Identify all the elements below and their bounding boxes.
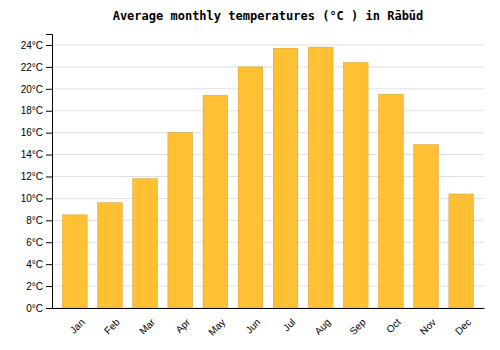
- y-tick-label: 20°C: [21, 84, 43, 95]
- x-tick-label: Jun: [243, 316, 262, 335]
- x-tick-label: Feb: [102, 316, 122, 336]
- y-tick: 10°C: [21, 193, 52, 204]
- x-tick: Aug: [312, 316, 332, 336]
- y-tick: 2°C: [26, 281, 52, 292]
- x-tick: Apr: [173, 316, 192, 335]
- y-tick-label: 24°C: [21, 40, 43, 51]
- y-tick: 8°C: [26, 215, 52, 226]
- x-tick-label: Sep: [347, 316, 368, 337]
- x-tick: Jul: [281, 316, 298, 333]
- x-tick-label: Jan: [68, 316, 87, 335]
- bar: [98, 203, 123, 308]
- y-tick-mark: [46, 286, 52, 287]
- y-tick: 12°C: [21, 171, 52, 182]
- bar: [168, 133, 193, 308]
- grid-line: [52, 110, 484, 111]
- y-tick: 24°C: [21, 40, 52, 51]
- y-tick-mark: [46, 89, 52, 90]
- grid-line: [52, 88, 484, 89]
- x-tick: Sep: [347, 316, 368, 337]
- bar: [379, 94, 404, 308]
- y-tick-label: 10°C: [21, 193, 43, 204]
- x-tick-label: Apr: [173, 316, 192, 335]
- y-tick-label: 12°C: [21, 171, 43, 182]
- chart: 0°C 2°C 4°C 6°C 8°C 10°C 12°C 14°C 16°C 18°C 20°C 2…: [0, 0, 500, 350]
- y-tick: 18°C: [21, 105, 52, 116]
- x-tick: May: [206, 316, 227, 337]
- y-tick-label: 4°C: [26, 259, 43, 270]
- y-tick: 20°C: [21, 84, 52, 95]
- y-tick-mark: [46, 220, 52, 221]
- y-axis: 0°C 2°C 4°C 6°C 8°C 10°C 12°C 14°C 16°C 18°C 20°C 2…: [21, 35, 53, 314]
- grid-line: [52, 66, 484, 67]
- y-tick-mark: [46, 67, 52, 68]
- x-tick: Jan: [68, 316, 87, 335]
- x-axis-line: [53, 308, 485, 309]
- y-tick: 0°C: [26, 303, 52, 314]
- y-tick-label: 14°C: [21, 149, 43, 160]
- x-axis: Jan Feb Mar Apr May Jun Jul Aug Sep Oct Nov Dec: [53, 309, 485, 338]
- y-tick: 4°C: [26, 259, 52, 270]
- bar: [344, 62, 369, 308]
- y-axis-line: [46, 35, 53, 309]
- y-tick: 6°C: [26, 237, 52, 248]
- y-tick-mark: [46, 264, 52, 265]
- bar: [238, 67, 263, 308]
- grid-line: [52, 44, 484, 45]
- x-tick: Feb: [102, 316, 122, 336]
- bar: [203, 95, 228, 308]
- y-tick-label: 8°C: [26, 215, 43, 226]
- bar: [308, 47, 333, 308]
- y-tick: 14°C: [21, 149, 52, 160]
- x-tick-label: Mar: [137, 316, 157, 336]
- x-tick: Oct: [384, 316, 403, 335]
- y-tick-mark: [46, 176, 52, 177]
- bar: [273, 48, 298, 308]
- bar: [133, 179, 158, 308]
- y-tick-mark: [46, 133, 52, 134]
- y-tick-mark: [46, 198, 52, 199]
- x-tick-label: Oct: [384, 316, 403, 335]
- x-tick: Nov: [418, 316, 438, 336]
- x-tick-label: Dec: [453, 316, 473, 336]
- x-tick-label: Jul: [281, 316, 298, 333]
- title: Average monthly temperatures (°C ) in Rā…: [113, 9, 424, 23]
- bar: [414, 145, 439, 308]
- grid: [52, 45, 484, 308]
- y-tick: 16°C: [21, 127, 52, 138]
- y-tick: 22°C: [21, 62, 52, 73]
- x-tick-label: May: [206, 316, 227, 337]
- bar: [63, 215, 88, 308]
- bar: [449, 194, 474, 308]
- y-tick-label: 6°C: [26, 237, 43, 248]
- x-tick-label: Aug: [312, 316, 332, 336]
- y-tick-label: 2°C: [26, 281, 43, 292]
- y-tick-mark: [46, 45, 52, 46]
- y-tick-label: 16°C: [21, 127, 43, 138]
- bars: [63, 47, 474, 308]
- y-tick-mark: [46, 111, 52, 112]
- y-tick-label: 0°C: [26, 303, 43, 314]
- x-tick: Jun: [243, 316, 262, 335]
- x-tick-label: Nov: [418, 316, 438, 336]
- y-tick-mark: [46, 155, 52, 156]
- y-tick-label: 22°C: [21, 62, 43, 73]
- x-tick: Mar: [137, 316, 157, 336]
- y-tick-mark: [46, 242, 52, 243]
- plot: 0°C 2°C 4°C 6°C 8°C 10°C 12°C 14°C 16°C 18°C 20°C 2…: [21, 35, 485, 338]
- y-tick-label: 18°C: [21, 105, 43, 116]
- grid-line: [52, 132, 484, 133]
- x-tick: Dec: [453, 316, 473, 336]
- y-tick-mark: [46, 308, 52, 309]
